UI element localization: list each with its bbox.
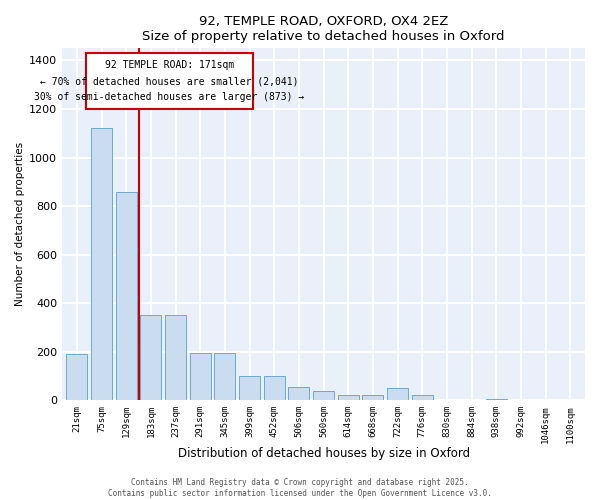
Bar: [264, 376, 285, 400]
Bar: [91, 128, 112, 400]
Text: Contains HM Land Registry data © Crown copyright and database right 2025.
Contai: Contains HM Land Registry data © Crown c…: [108, 478, 492, 498]
Bar: [67, 354, 88, 401]
Bar: [362, 396, 383, 400]
Bar: [412, 396, 433, 400]
Text: ← 70% of detached houses are smaller (2,041): ← 70% of detached houses are smaller (2,…: [40, 76, 299, 86]
Bar: [313, 390, 334, 400]
Bar: [486, 399, 506, 400]
Bar: [214, 353, 235, 401]
Bar: [165, 316, 186, 400]
Bar: [190, 353, 211, 401]
FancyBboxPatch shape: [86, 53, 253, 109]
Bar: [289, 387, 310, 400]
Bar: [387, 388, 408, 400]
Text: 92 TEMPLE ROAD: 171sqm: 92 TEMPLE ROAD: 171sqm: [105, 60, 234, 70]
Y-axis label: Number of detached properties: Number of detached properties: [15, 142, 25, 306]
Title: 92, TEMPLE ROAD, OXFORD, OX4 2EZ
Size of property relative to detached houses in: 92, TEMPLE ROAD, OXFORD, OX4 2EZ Size of…: [142, 15, 505, 43]
X-axis label: Distribution of detached houses by size in Oxford: Distribution of detached houses by size …: [178, 447, 470, 460]
Bar: [239, 376, 260, 400]
Bar: [140, 316, 161, 400]
Bar: [116, 192, 137, 400]
Text: 30% of semi-detached houses are larger (873) →: 30% of semi-detached houses are larger (…: [34, 92, 305, 102]
Bar: [338, 396, 359, 400]
